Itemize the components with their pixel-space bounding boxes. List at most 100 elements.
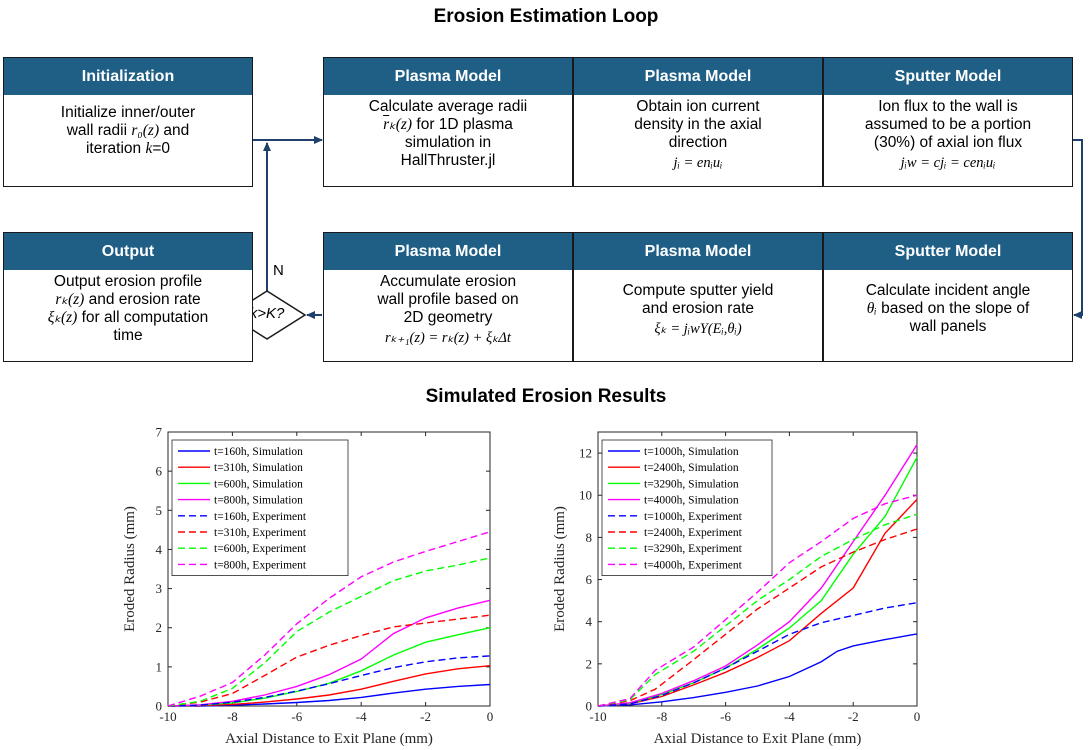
box-text: for all computation [77, 309, 209, 326]
box-header: Sputter Model [824, 233, 1072, 270]
legend-entry: t=310h, Simulation [214, 462, 303, 474]
y-tick-label: 0 [156, 699, 163, 714]
legend-entry: t=600h, Simulation [214, 478, 303, 490]
series-line [597, 528, 918, 707]
box-text: direction [668, 134, 728, 151]
box-output: Output Output erosion profile rₖ(z) and … [3, 232, 253, 362]
x-tick-label: -8 [656, 709, 667, 724]
y-tick-label: 6 [586, 572, 593, 587]
x-tick-label: -4 [356, 709, 367, 724]
y-tick-label: 4 [156, 542, 163, 557]
box-header: Output [4, 233, 252, 270]
decision-label: k>K? [249, 305, 285, 322]
box-initialization: Initialization Initialize inner/outer wa… [3, 57, 253, 187]
y-tick-label: 7 [156, 425, 163, 440]
series-line [167, 531, 491, 707]
box-plasma-model-2: Plasma Model Obtain ion current density … [573, 57, 823, 187]
box-sputter-model-1: Sputter Model Ion flux to the wall is as… [823, 57, 1073, 187]
box-header: Plasma Model [324, 233, 572, 270]
legend-entry: t=3290h, Experiment [644, 543, 743, 555]
y-axis-label: Eroded Radius (mm) [552, 506, 568, 632]
results-title: Simulated Erosion Results [425, 386, 667, 407]
loop-title: Erosion Estimation Loop [433, 6, 659, 27]
legend-entry: t=1000h, Simulation [644, 446, 739, 458]
box-header: Initialization [4, 58, 252, 95]
y-tick-label: 5 [156, 503, 163, 518]
box-text: wall radii [66, 122, 132, 139]
box-text: for 1D plasma [412, 116, 513, 133]
box-text: based on the slope of [876, 300, 1030, 317]
x-tick-label: -6 [720, 709, 731, 724]
series-line [597, 602, 918, 707]
box-text: Ion flux to the wall is [878, 98, 1018, 115]
box-text: iteration [85, 140, 146, 157]
x-tick-label: 0 [914, 709, 921, 724]
x-tick-label: -6 [291, 709, 302, 724]
y-tick-label: 4 [586, 614, 593, 629]
x-tick-label: -4 [784, 709, 795, 724]
box-plasma-model-1: Plasma Model Calculate average radii rₖ(… [323, 57, 573, 187]
legend-entry: t=2400h, Simulation [644, 462, 739, 474]
box-text: (30%) of axial ion flux [873, 134, 1023, 151]
box-text: and [159, 122, 190, 139]
box-text: density in the axial [634, 116, 762, 133]
x-tick-label: 0 [487, 709, 494, 724]
y-tick-label: 2 [586, 656, 593, 671]
x-tick-label: -10 [589, 709, 606, 724]
series-line [597, 633, 918, 707]
y-tick-label: 3 [156, 581, 163, 596]
box-text: Calculate average radii [368, 98, 528, 115]
y-axis-label: Eroded Radius (mm) [122, 506, 138, 632]
legend-entry: t=160h, Simulation [214, 446, 303, 458]
y-tick-label: 12 [579, 446, 592, 461]
legend-entry: t=4000h, Simulation [644, 495, 739, 507]
box-text: Calculate incident angle [865, 282, 1031, 299]
series-line [167, 557, 491, 707]
box-math: ₖ(z) [389, 116, 413, 133]
x-axis-label: Axial Distance to Exit Plane (mm) [225, 731, 433, 747]
box-header: Plasma Model [324, 58, 572, 95]
box-text: simulation in [404, 134, 492, 151]
series-line [167, 599, 491, 707]
legend-box [601, 439, 773, 577]
series-line [597, 513, 918, 707]
box-text: and erosion rate [84, 291, 201, 308]
box-text: time [113, 327, 143, 344]
legend-entry: t=3290h, Simulation [644, 478, 739, 490]
box-header: Plasma Model [574, 233, 822, 270]
series-line [597, 498, 918, 707]
y-tick-label: 8 [586, 530, 593, 545]
box-math: r₀(z) [131, 122, 160, 139]
y-tick-label: 2 [156, 620, 163, 635]
box-text: assumed to be a portion [864, 116, 1032, 133]
series-line [167, 665, 491, 707]
legend-entry: t=600h, Experiment [214, 543, 307, 555]
x-axis-label: Axial Distance to Exit Plane (mm) [654, 731, 862, 747]
legend-entry: t=4000h, Experiment [644, 559, 743, 571]
y-tick-label: 1 [156, 659, 163, 674]
box-text: Initialize inner/outer [60, 104, 196, 121]
y-tick-label: 0 [586, 699, 593, 714]
series-line [597, 494, 918, 707]
legend-entry: t=2400h, Experiment [644, 527, 743, 539]
box-text: Obtain ion current [636, 98, 760, 115]
arrow-sputter1-to-sputter2 [1072, 139, 1083, 319]
box-text: wall profile based on [377, 291, 519, 308]
box-text: 2D geometry [403, 309, 493, 326]
legend-entry: t=160h, Experiment [214, 511, 307, 523]
box-math: θᵢ [866, 300, 877, 317]
x-tick-label: -10 [159, 709, 176, 724]
box-header: Plasma Model [574, 58, 822, 95]
box-equation: rₖ₊₁(z) = rₖ(z) + ξₖΔt [385, 330, 511, 346]
box-text: wall panels [909, 318, 987, 335]
box-text: Output erosion profile [53, 273, 203, 290]
x-tick-label: -8 [227, 709, 238, 724]
box-math: ξₖ(z) [47, 309, 78, 326]
decision-no-label: N [273, 262, 284, 279]
x-tick-label: -2 [848, 709, 859, 724]
series-line [597, 456, 918, 707]
box-text: and erosion rate [641, 300, 755, 317]
box-text: =0 [152, 140, 171, 157]
legend-entry: t=1000h, Experiment [644, 511, 743, 523]
